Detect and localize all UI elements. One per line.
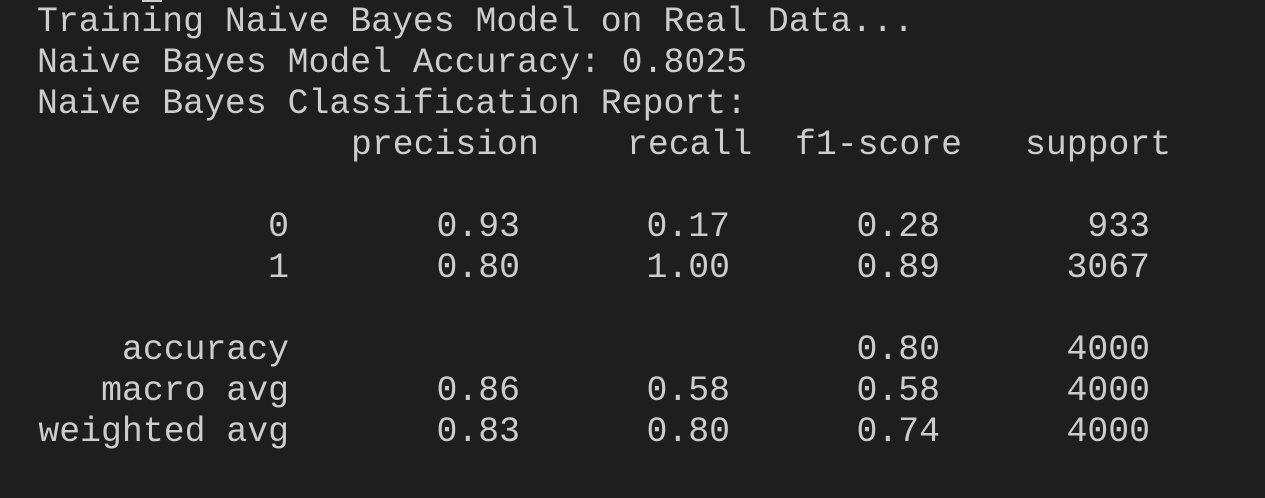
output-line-report-title: Naive Bayes Classification Report:	[37, 85, 747, 124]
cursor-artifact	[142, 0, 162, 2]
report-row-precision	[400, 330, 520, 371]
output-line-accuracy: Naive Bayes Model Accuracy: 0.8025	[37, 44, 747, 83]
report-row-label: macro avg	[101, 372, 289, 411]
report-row-f1: 0.58	[856, 372, 940, 411]
report-header-support: support	[1025, 126, 1172, 165]
report-row-recall: 0.80	[646, 413, 730, 452]
report-row-recall: 0.17	[646, 208, 730, 247]
report-row-support: 3067	[1066, 249, 1150, 288]
report-row-precision: 0.93	[436, 208, 520, 247]
report-row-support: 933	[1087, 208, 1150, 247]
report-row-support: 4000	[1066, 331, 1150, 370]
report-row-f1: 0.80	[856, 331, 940, 370]
output-line-training: Training Naive Bayes Model on Real Data.…	[37, 3, 915, 42]
report-row-precision: 0.83	[436, 413, 520, 452]
report-row-f1: 0.74	[856, 413, 940, 452]
report-row-label: 1	[268, 249, 289, 288]
report-row-precision: 0.80	[436, 249, 520, 288]
report-row-recall: 0.58	[646, 372, 730, 411]
report-row-recall: 1.00	[646, 249, 730, 288]
report-row-precision: 0.86	[436, 372, 520, 411]
report-row-label: accuracy	[121, 331, 289, 370]
report-row-recall	[610, 330, 730, 371]
report-row-label: weighted avg	[38, 413, 289, 452]
report-row-f1: 0.28	[856, 208, 940, 247]
report-row-f1: 0.89	[856, 249, 940, 288]
report-row-support: 4000	[1066, 413, 1150, 452]
report-row-support: 4000	[1066, 372, 1150, 411]
report-header-recall: recall	[627, 126, 753, 165]
report-header-precision: precision	[351, 126, 539, 165]
report-row-label: 0	[268, 208, 289, 247]
report-header-f1-score: f1-score	[795, 126, 963, 165]
